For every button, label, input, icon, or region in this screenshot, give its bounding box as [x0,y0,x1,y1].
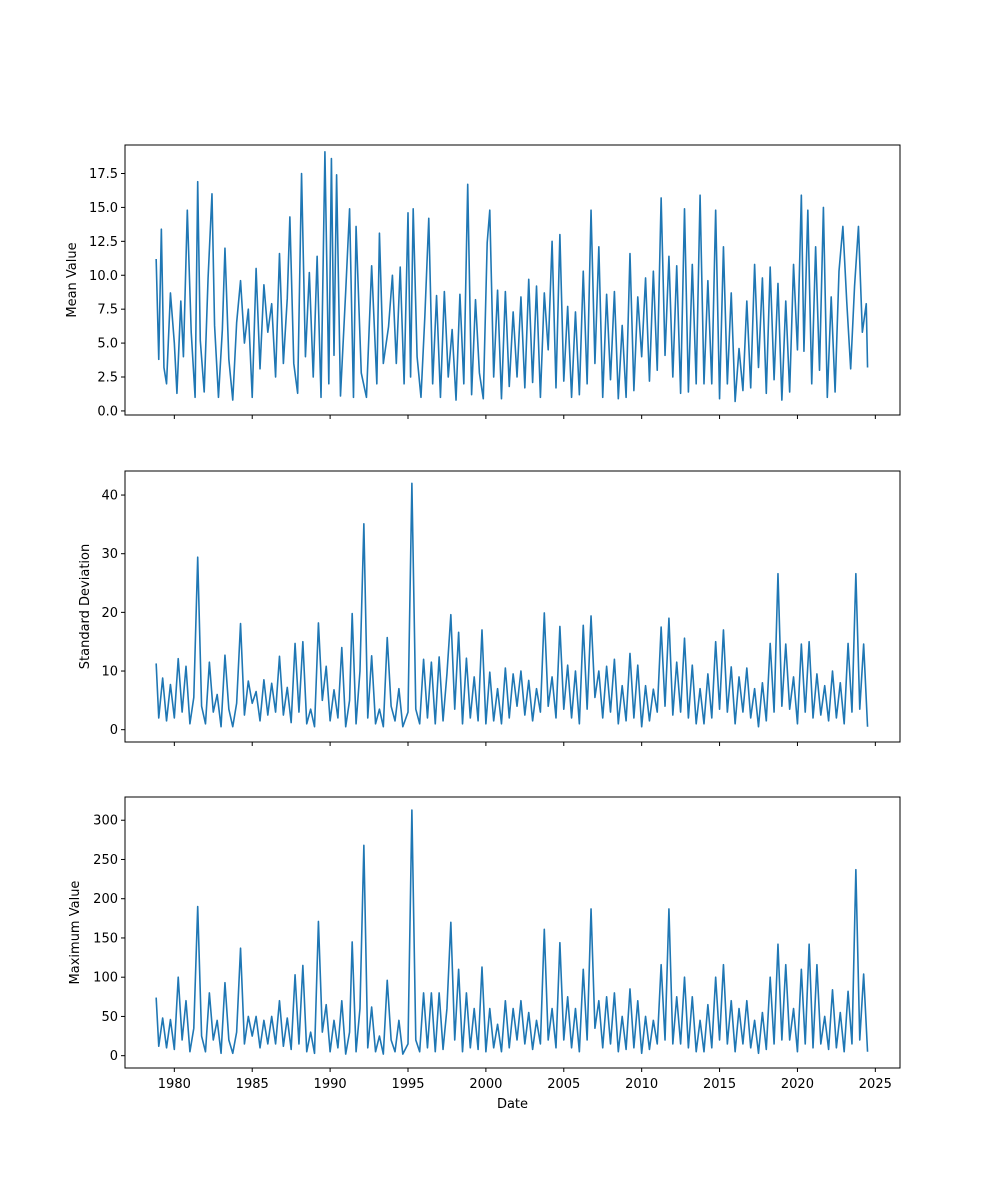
y-axis-label-2: Standard Deviation [78,544,93,669]
y-tick-label-2: 10 [101,665,118,680]
y-axis-label-3: Maximum Value [68,881,83,985]
x-tick-label: 2010 [625,1077,658,1092]
y-tick-label-2: 0 [110,723,118,738]
x-axis-label: Date [497,1097,528,1112]
y-tick-label-1: 0.0 [97,404,118,419]
panel-2: 0 10 20 30 40 Standard Deviation [78,470,901,746]
y-tick-label-1: 2.5 [97,371,118,386]
y-tick-label-1: 15.0 [89,201,118,216]
y-tick-label-1: 10.0 [89,269,118,284]
x-tick-label: 1985 [236,1077,269,1092]
x-tick-label: 2015 [703,1077,736,1092]
x-tick-label: 2000 [469,1077,502,1092]
y-tick-label-2: 20 [101,606,118,621]
y-tick-label-3: 300 [93,814,118,829]
x-tick-label: 1990 [314,1077,347,1092]
y-tick-label-2: 30 [101,547,118,562]
panel-1: 0.0 2.5 5.0 7.5 10.0 12.5 15.0 17.5 Mean Value [65,144,901,419]
y-tick-label-3: 150 [93,931,118,946]
series-line-panel2-1 [155,482,869,728]
y-tick-label-1: 7.5 [97,303,118,318]
y-tick-label-1: 17.5 [89,167,118,182]
axes-frame-3 [124,796,901,1069]
axes-frame-1 [124,144,901,416]
x-tick-label: 2005 [547,1077,580,1092]
x-tick-label: 1980 [158,1077,191,1092]
y-tick-label-3: 100 [93,971,118,986]
y-tick-label-2: 40 [101,489,118,504]
x-tick-label: 1995 [391,1077,424,1092]
y-axis-label-1: Mean Value [65,242,80,317]
y-tick-label-3: 250 [93,853,118,868]
chart-panels: 0.0 2.5 5.0 7.5 10.0 12.5 15.0 17.5 Mean Value 0 1… [65,144,901,1092]
series-line-panel3-1 [155,809,869,1055]
panel-3: 0 50 100 150 200 250 300 Maximum Value 1980 1985 1… [68,796,901,1092]
y-tick-label-3: 50 [101,1010,118,1025]
series-line-panel1-1 [155,150,869,403]
x-tick-label: 2020 [781,1077,814,1092]
x-tick-label: 2025 [859,1077,892,1092]
y-tick-label-3: 0 [110,1049,118,1064]
y-tick-label-3: 200 [93,892,118,907]
y-tick-label-1: 5.0 [97,337,118,352]
y-tick-label-1: 12.5 [89,235,118,250]
axes-frame-2 [124,470,901,743]
